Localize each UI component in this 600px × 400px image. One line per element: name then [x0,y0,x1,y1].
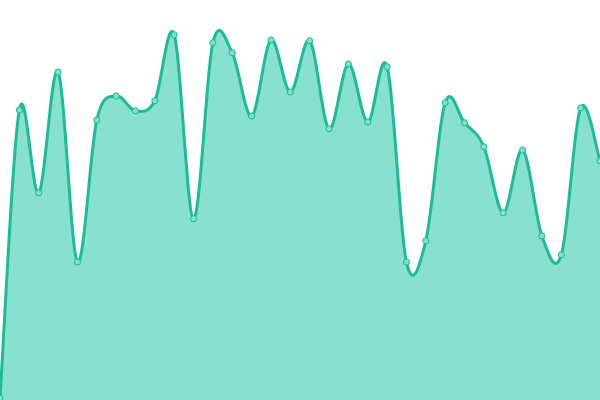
data-point-26 [499,209,507,217]
data-point-4 [73,258,81,266]
data-point-13 [248,112,256,120]
data-point-15 [286,88,294,96]
data-point-30 [577,104,585,112]
data-point-5 [93,116,101,124]
data-point-29 [557,251,565,259]
data-point-31 [596,157,600,165]
data-point-28 [538,232,546,240]
area-fill [0,30,600,400]
data-point-3 [54,68,62,76]
data-point-25 [480,143,488,151]
data-point-2 [35,189,43,197]
data-point-6 [112,92,120,100]
data-point-1 [15,106,23,114]
data-point-7 [131,107,139,115]
data-point-21 [402,258,410,266]
data-point-9 [170,31,178,39]
data-point-8 [151,97,159,105]
data-point-22 [422,237,430,245]
data-point-11 [209,39,217,47]
data-point-12 [228,49,236,57]
data-point-24 [461,119,469,127]
data-point-0 [0,394,4,400]
data-point-17 [325,125,333,133]
data-point-19 [364,118,372,126]
data-points [0,31,600,400]
data-point-23 [441,99,449,107]
data-point-27 [519,146,527,154]
data-point-18 [344,60,352,68]
data-point-10 [190,215,198,223]
data-point-14 [267,36,275,44]
data-point-20 [383,63,391,71]
data-point-16 [306,37,314,45]
